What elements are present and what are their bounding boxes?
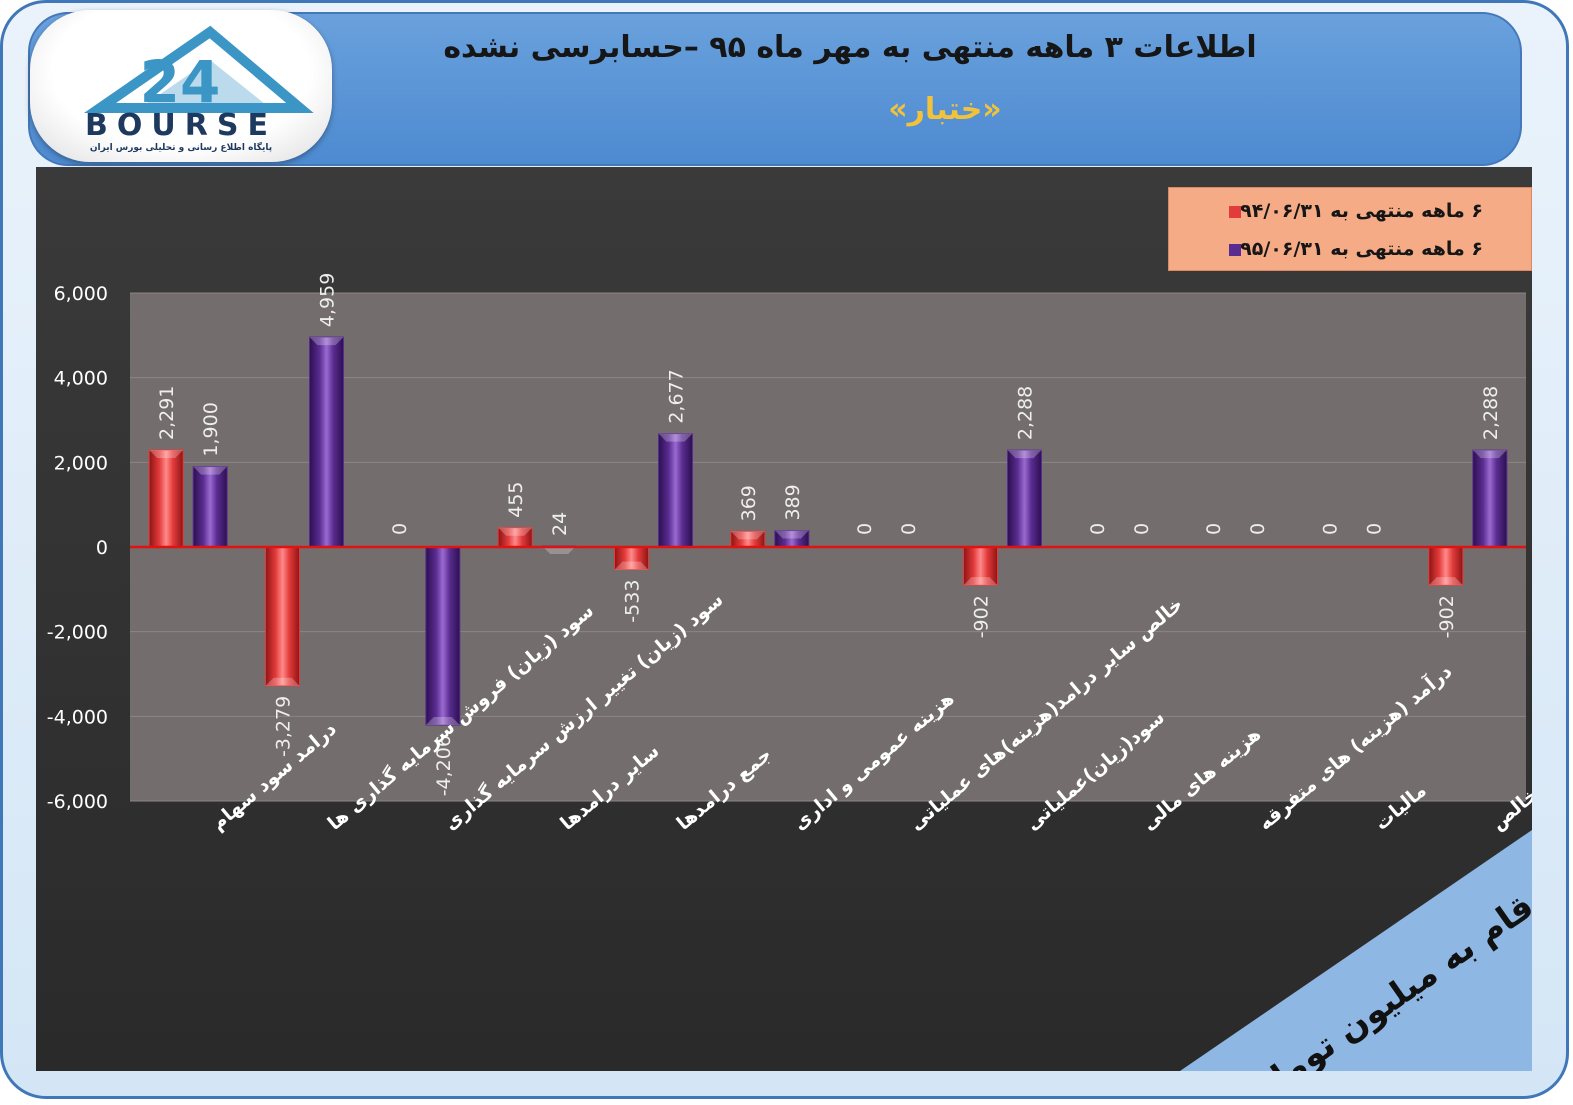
data-label-series1: 0 — [1087, 523, 1109, 535]
page-title: اطلاعات ۳ ماهه منتهی به مهر ماه ۹۵ –حساب… — [443, 30, 1257, 65]
bar-series2 — [192, 466, 228, 548]
bar-series1 — [265, 546, 300, 687]
bar-cap-series1 — [1428, 577, 1463, 586]
bar-series1 — [148, 449, 184, 548]
legend-swatch-series1 — [1229, 206, 1241, 218]
legend-item-series2: ۶ ماهه منتهی به ۹۵/۰۶/۳۱ — [1240, 238, 1483, 268]
bar-series2 — [309, 336, 344, 548]
y-tick-label: 4,000 — [54, 368, 108, 390]
bar-series2 — [658, 433, 693, 548]
bar-cap-series1 — [498, 527, 533, 536]
y-tick-label: -4,000 — [47, 706, 108, 728]
units-banner-shape: ارقام به میلیون تومان — [1180, 830, 1532, 1071]
y-tick-label: -2,000 — [47, 622, 108, 644]
data-label-series2: 2,288 — [1015, 386, 1037, 440]
data-label-series1: 455 — [505, 481, 527, 517]
data-label-series2: 1,900 — [200, 402, 222, 456]
logo-subtitle: پایگاه اطلاع رسانی و تحلیلی بورس ایران — [89, 143, 273, 153]
bar-cap-series2 — [1007, 450, 1042, 459]
logo: 24 BOURSE پایگاه اطلاع رسانی و تحلیلی بو… — [30, 10, 332, 162]
bar-cap-series2 — [425, 717, 460, 726]
y-tick-label: -6,000 — [47, 791, 108, 813]
data-label-series2: 24 — [549, 512, 571, 536]
data-label-series1: 369 — [738, 485, 760, 521]
legend-label-series2: ۶ ماهه منتهی به ۹۵/۰۶/۳۱ — [1240, 238, 1483, 260]
bar-cap-series1 — [963, 577, 998, 586]
bar-cap-series1 — [614, 561, 649, 570]
data-label-series1: -902 — [971, 595, 993, 638]
data-label-series1: 0 — [1320, 523, 1342, 535]
bar-cap-series1 — [149, 450, 184, 459]
logo-number: 24 — [140, 48, 221, 116]
bar-series2 — [425, 546, 461, 726]
y-tick-label: 2,000 — [54, 452, 108, 474]
data-label-series1: 0 — [854, 523, 876, 535]
data-label-series2: 0 — [1364, 523, 1386, 535]
logo-mark-icon: 24 — [83, 25, 314, 116]
page-subtitle: «ختبار» — [888, 92, 1002, 127]
bar-cap-series2 — [193, 466, 228, 475]
data-label-series2: 0 — [1247, 523, 1269, 535]
bar-series1 — [1428, 546, 1464, 586]
bar-series2 — [1472, 449, 1508, 548]
bar-cap-series1 — [730, 531, 765, 540]
bar-cap-series2 — [1472, 450, 1507, 459]
legend: ۶ ماهه منتهی به ۹۴/۰۶/۳۱ ۶ ماهه منتهی به… — [1168, 187, 1532, 271]
bar-series2 — [1007, 449, 1042, 548]
y-tick-label: 0 — [96, 537, 108, 559]
data-label-series1: 2,291 — [156, 386, 178, 440]
units-banner: ارقام به میلیون تومان — [1180, 830, 1532, 1071]
data-label-series2: 2,677 — [666, 369, 688, 423]
data-label-series2: -4,206 — [433, 735, 455, 796]
data-label-series2: 0 — [898, 523, 920, 535]
y-tick-label: 6,000 — [54, 283, 108, 305]
data-label-series1: 0 — [1203, 523, 1225, 535]
data-label-series2: 0 — [1131, 523, 1153, 535]
data-label-series1: -3,279 — [273, 696, 295, 757]
bar-cap-series2 — [309, 337, 344, 346]
logo-text: BOURSE — [85, 108, 277, 143]
data-label-series2: 389 — [782, 484, 804, 520]
chart-area: 6,000 4,000 2,000 0 -2,000 -4,000 -6,000 2,291 -… — [36, 167, 1532, 1071]
bar-cap-series2 — [658, 433, 693, 442]
data-label-series1: 0 — [389, 523, 411, 535]
legend-item-series1: ۶ ماهه منتهی به ۹۴/۰۶/۳۱ — [1240, 200, 1483, 230]
data-label-series1: -902 — [1436, 595, 1458, 638]
bar-cap-series1 — [265, 677, 300, 686]
legend-label-series1: ۶ ماهه منتهی به ۹۴/۰۶/۳۱ — [1240, 200, 1483, 222]
bar-cap-series2 — [774, 530, 809, 539]
data-label-series2: 4,959 — [317, 273, 339, 327]
legend-swatch-series2 — [1229, 244, 1241, 256]
bar-chart: 6,000 4,000 2,000 0 -2,000 -4,000 -6,000 2,291 -… — [47, 273, 1532, 835]
data-label-series1: -533 — [622, 580, 644, 623]
data-label-series2: 2,288 — [1480, 386, 1502, 440]
